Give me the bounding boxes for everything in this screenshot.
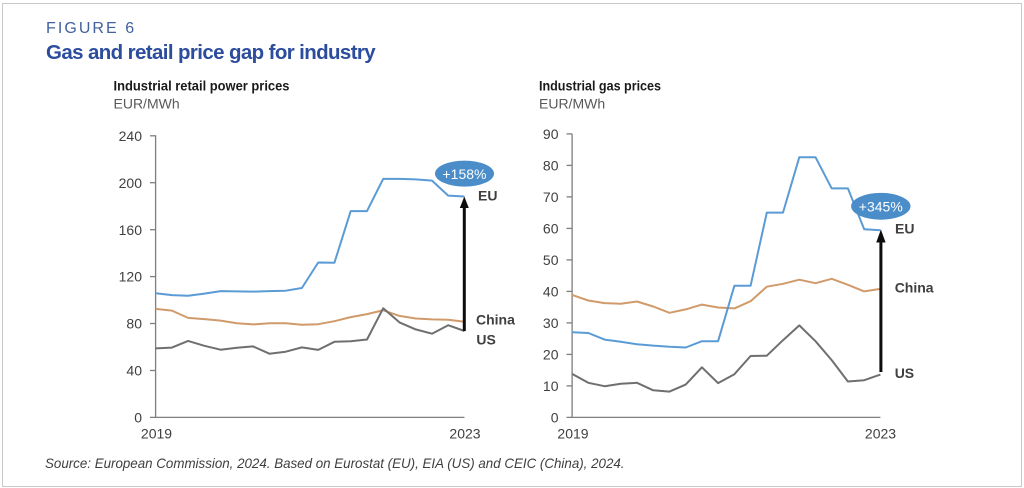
svg-text:+158%: +158% <box>443 166 487 182</box>
svg-text:0: 0 <box>134 410 142 426</box>
svg-text:80: 80 <box>543 158 559 174</box>
svg-text:0: 0 <box>551 410 559 426</box>
svg-text:240: 240 <box>119 128 143 144</box>
svg-text:2019: 2019 <box>557 426 588 442</box>
svg-text:Industrial retail power prices: Industrial retail power prices <box>114 77 290 93</box>
svg-text:EU: EU <box>895 221 914 237</box>
svg-text:US: US <box>476 332 495 348</box>
svg-text:EU: EU <box>478 188 497 204</box>
svg-text:50: 50 <box>543 252 559 268</box>
svg-text:EUR/MWh: EUR/MWh <box>539 95 605 111</box>
svg-text:2019: 2019 <box>141 426 172 442</box>
svg-text:80: 80 <box>126 316 142 332</box>
svg-text:20: 20 <box>543 347 559 363</box>
svg-text:Source: European Commission, 2: Source: European Commission, 2024. Based… <box>45 455 625 471</box>
svg-text:US: US <box>895 365 914 381</box>
svg-text:40: 40 <box>126 363 142 379</box>
svg-text:2023: 2023 <box>449 426 480 442</box>
svg-text:Industrial gas prices: Industrial gas prices <box>539 77 661 93</box>
svg-text:120: 120 <box>119 269 143 285</box>
svg-text:+345%: +345% <box>859 198 903 214</box>
svg-text:40: 40 <box>543 284 559 300</box>
svg-text:60: 60 <box>543 221 559 237</box>
svg-text:90: 90 <box>543 126 559 142</box>
svg-text:EUR/MWh: EUR/MWh <box>114 95 180 111</box>
svg-text:10: 10 <box>543 378 559 394</box>
svg-text:160: 160 <box>119 222 143 238</box>
svg-text:200: 200 <box>119 175 143 191</box>
svg-text:2023: 2023 <box>865 426 896 442</box>
svg-text:30: 30 <box>543 315 559 331</box>
svg-text:70: 70 <box>543 189 559 205</box>
svg-text:China: China <box>476 312 515 328</box>
svg-text:China: China <box>895 280 934 296</box>
